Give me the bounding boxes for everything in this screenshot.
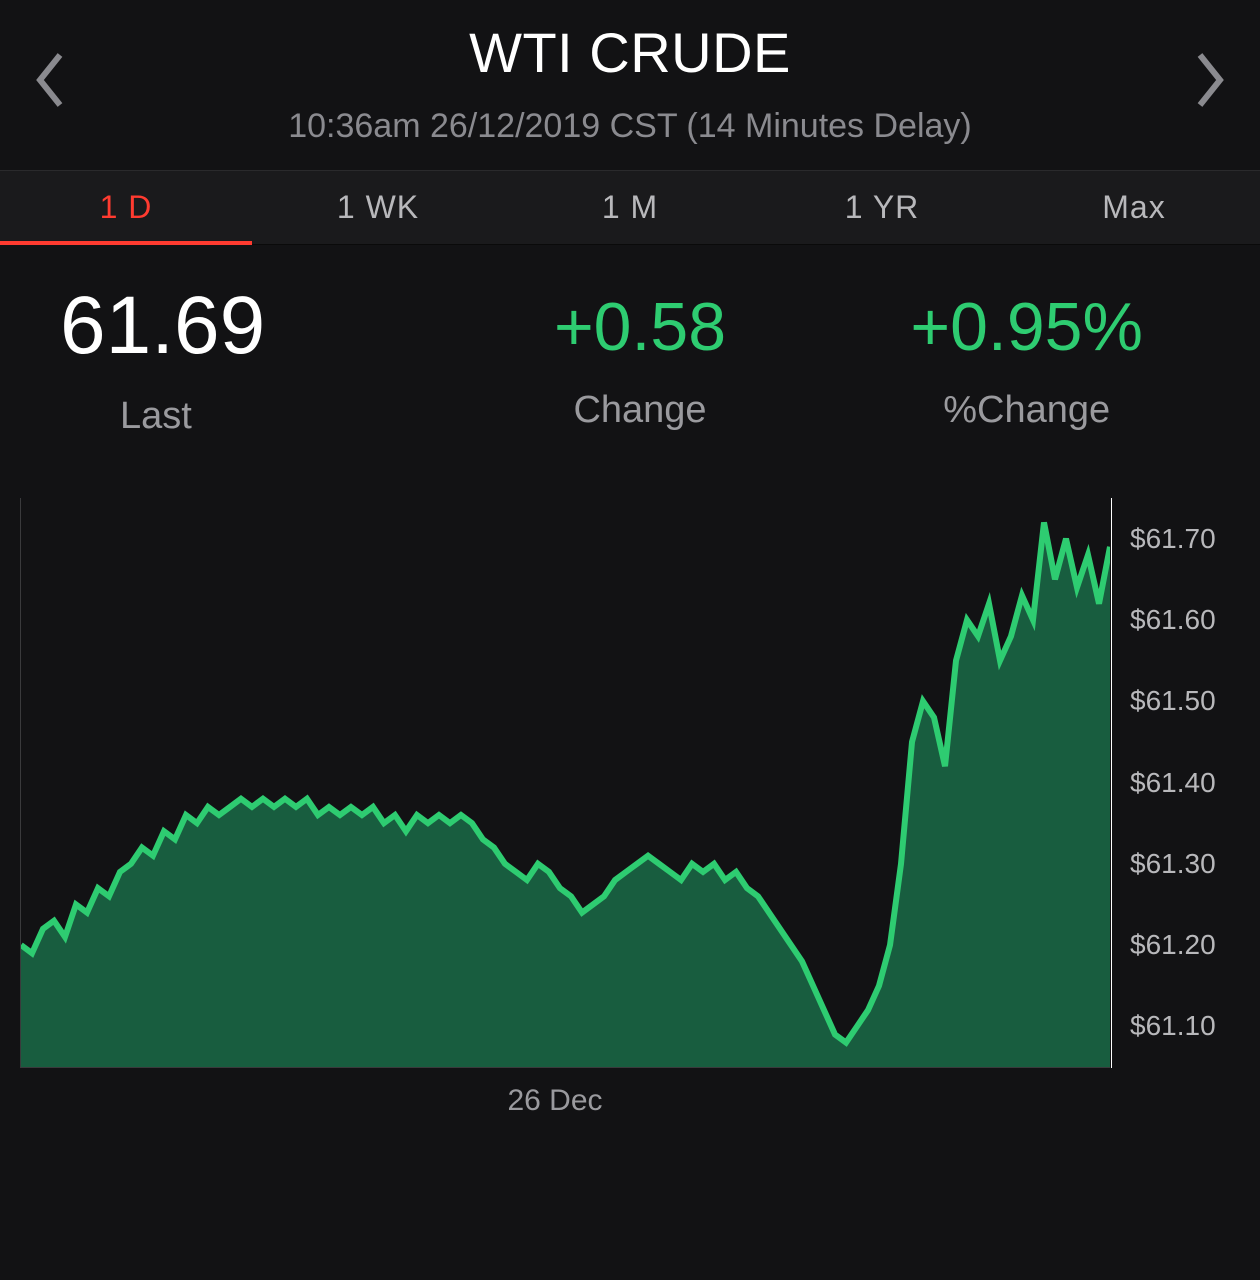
- x-axis-label: 26 Dec: [0, 1084, 1110, 1118]
- y-tick: $61.20: [1130, 929, 1216, 961]
- tab-1d[interactable]: 1 D: [0, 171, 252, 244]
- price-chart[interactable]: $61.70 $61.60 $61.50 $61.40 $61.30 $61.20 $61.…: [0, 498, 1260, 1118]
- prev-arrow[interactable]: [20, 50, 80, 110]
- y-tick: $61.60: [1130, 604, 1216, 636]
- y-axis: $61.70 $61.60 $61.50 $61.40 $61.30 $61.20 $61.…: [1120, 498, 1260, 1068]
- change-value: +0.58: [447, 293, 834, 361]
- stat-last: 61.69 Last: [60, 285, 447, 438]
- y-tick: $61.50: [1130, 685, 1216, 717]
- chevron-left-icon: [30, 50, 70, 110]
- tab-1wk[interactable]: 1 WK: [252, 171, 504, 244]
- instrument-title: WTI CRUDE: [0, 20, 1260, 85]
- y-axis-right-line: [1111, 498, 1112, 1068]
- pct-change-value: +0.95%: [833, 293, 1220, 361]
- change-label: Change: [447, 389, 834, 432]
- tab-max[interactable]: Max: [1008, 171, 1260, 244]
- y-tick: $61.40: [1130, 767, 1216, 799]
- next-arrow[interactable]: [1180, 50, 1240, 110]
- tab-1m[interactable]: 1 M: [504, 171, 756, 244]
- stat-pct-change: +0.95% %Change: [833, 285, 1220, 438]
- chevron-right-icon: [1190, 50, 1230, 110]
- timestamp-subtitle: 10:36am 26/12/2019 CST (14 Minutes Delay…: [0, 107, 1260, 146]
- stat-change: +0.58 Change: [447, 285, 834, 438]
- header: WTI CRUDE 10:36am 26/12/2019 CST (14 Min…: [0, 0, 1260, 170]
- tab-1yr[interactable]: 1 YR: [756, 171, 1008, 244]
- last-label: Last: [60, 395, 447, 438]
- chart-plot-area: [20, 498, 1110, 1068]
- y-tick: $61.10: [1130, 1010, 1216, 1042]
- y-tick: $61.30: [1130, 848, 1216, 880]
- y-tick: $61.70: [1130, 523, 1216, 555]
- stats-row: 61.69 Last +0.58 Change +0.95% %Change: [0, 245, 1260, 468]
- timeframe-tabs: 1 D 1 WK 1 M 1 YR Max: [0, 170, 1260, 245]
- pct-change-label: %Change: [833, 389, 1220, 432]
- chart-svg: [21, 498, 1110, 1067]
- last-value: 61.69: [60, 285, 447, 367]
